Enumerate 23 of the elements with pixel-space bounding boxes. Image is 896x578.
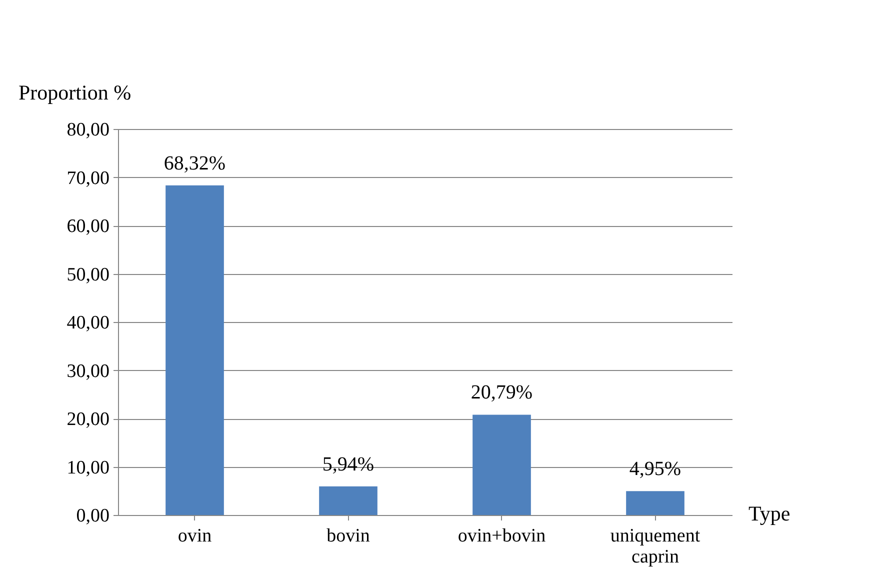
bar — [166, 185, 224, 515]
data-label: 4,95% — [629, 458, 682, 480]
x-tick-label: uniquement caprin — [610, 526, 701, 568]
bar — [626, 491, 684, 515]
y-tick-label: 10,00 — [66, 457, 110, 478]
y-axis-title: Proportion % — [18, 80, 132, 104]
data-label: 68,32% — [164, 152, 226, 174]
y-tick-label: 70,00 — [66, 168, 110, 189]
data-label: 5,94% — [322, 453, 374, 476]
y-tick-label: 30,00 — [66, 360, 110, 382]
bar — [472, 414, 531, 515]
x-tick-label: bovin — [326, 526, 370, 546]
y-tick-label: 20,00 — [66, 409, 110, 430]
data-label: 20,79% — [470, 382, 533, 404]
x-tick-label: ovin — [178, 526, 212, 546]
x-tick-label: ovin+bovin — [458, 526, 546, 546]
y-tick-label: 50,00 — [66, 264, 110, 286]
x-axis-title: Type — [748, 502, 790, 526]
y-tick-label: 40,00 — [66, 312, 110, 334]
bar — [319, 486, 378, 515]
y-tick-label: 60,00 — [66, 216, 110, 237]
y-tick-label: 0,00 — [76, 506, 110, 526]
y-tick-label: 80,00 — [66, 120, 110, 140]
